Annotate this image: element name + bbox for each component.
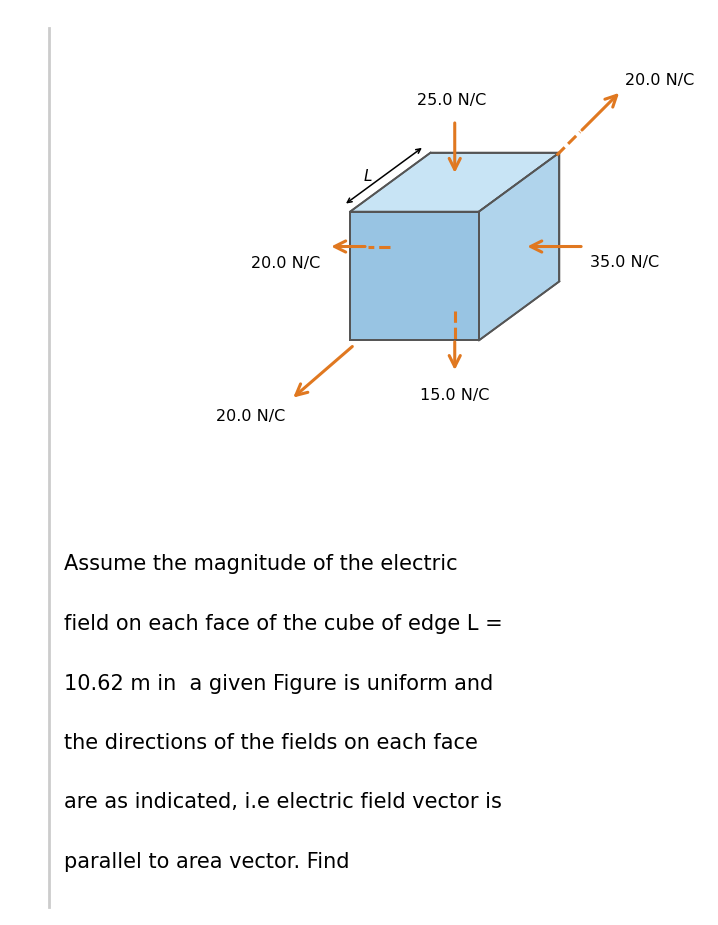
Text: the directions of the fields on each face: the directions of the fields on each fac…	[64, 733, 477, 753]
Text: 20.0 N/C: 20.0 N/C	[217, 409, 286, 424]
Text: 25.0 N/C: 25.0 N/C	[417, 93, 487, 108]
Text: are as indicated, i.e electric field vector is: are as indicated, i.e electric field vec…	[64, 793, 502, 812]
Text: 10.62 m in  a given Figure is uniform and: 10.62 m in a given Figure is uniform and	[64, 673, 493, 694]
Text: 20.0 N/C: 20.0 N/C	[625, 73, 694, 88]
Text: 35.0 N/C: 35.0 N/C	[590, 255, 659, 270]
Text: $L$: $L$	[363, 167, 372, 184]
Polygon shape	[479, 153, 559, 340]
Text: 20.0 N/C: 20.0 N/C	[251, 256, 320, 271]
Text: parallel to area vector. Find: parallel to area vector. Find	[64, 852, 350, 872]
Polygon shape	[350, 212, 479, 340]
Text: Assume the magnitude of the electric: Assume the magnitude of the electric	[64, 554, 457, 574]
Text: field on each face of the cube of edge L =: field on each face of the cube of edge L…	[64, 614, 503, 634]
Polygon shape	[350, 153, 559, 212]
Text: 15.0 N/C: 15.0 N/C	[420, 388, 490, 403]
